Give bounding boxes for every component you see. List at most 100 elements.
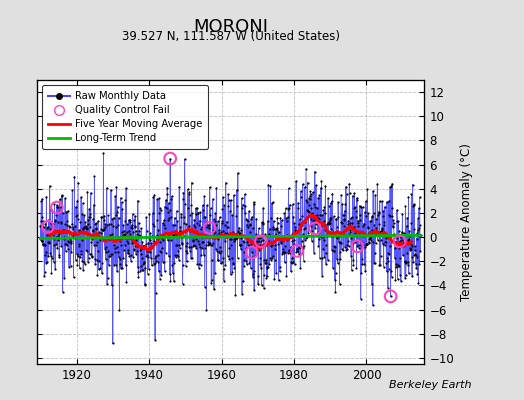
Point [111, 224, 119, 230]
Point [51, 266, 59, 272]
Point [118, 265, 126, 272]
Point [140, 282, 149, 288]
Point [162, 197, 170, 203]
Point [178, 241, 186, 248]
Point [402, 223, 411, 229]
Point [96, 237, 104, 243]
Point [358, 260, 366, 267]
Point [362, 242, 370, 249]
Point [224, 191, 232, 197]
Point [245, 243, 253, 249]
Point [163, 191, 172, 198]
Point [344, 243, 353, 250]
Point [72, 204, 80, 210]
Point [241, 202, 249, 209]
Point [388, 224, 397, 230]
Point [149, 221, 157, 228]
Point [129, 254, 137, 260]
Point [176, 231, 184, 237]
Point [174, 253, 182, 259]
Point [141, 280, 149, 287]
Point [172, 208, 181, 214]
Point [359, 220, 368, 227]
Point [202, 232, 211, 239]
Point [116, 261, 125, 267]
Point [235, 224, 243, 231]
Point [151, 337, 159, 343]
Point [87, 251, 95, 257]
Point [147, 245, 155, 251]
Point [346, 228, 354, 235]
Point [195, 222, 204, 228]
Point [288, 254, 296, 261]
Point [285, 246, 293, 253]
Point [136, 247, 144, 254]
Point [271, 236, 280, 242]
Point [259, 205, 267, 211]
Point [59, 288, 67, 295]
Point [92, 226, 101, 232]
Point [190, 224, 199, 230]
Point [232, 235, 240, 241]
Point [277, 240, 285, 246]
Point [60, 226, 68, 233]
Point [322, 261, 330, 267]
Point [124, 247, 133, 253]
Point [93, 248, 102, 254]
Point [358, 256, 366, 262]
Point [355, 230, 364, 236]
Point [195, 217, 204, 224]
Point [230, 238, 238, 244]
Point [354, 242, 363, 248]
Point [141, 264, 149, 271]
Point [292, 178, 300, 184]
Point [232, 231, 240, 237]
Point [228, 269, 236, 276]
Point [144, 270, 152, 277]
Point [396, 238, 404, 245]
Point [89, 226, 97, 233]
Point [155, 210, 163, 216]
Point [310, 203, 319, 210]
Point [314, 194, 322, 201]
Point [192, 220, 201, 227]
Point [136, 232, 144, 239]
Point [80, 224, 88, 230]
Point [223, 230, 232, 236]
Point [289, 201, 297, 207]
Point [138, 267, 146, 273]
Point [200, 252, 208, 258]
Point [91, 260, 100, 267]
Point [90, 241, 99, 248]
Point [340, 217, 348, 224]
Point [390, 231, 398, 237]
Point [314, 216, 323, 223]
Point [394, 275, 402, 282]
Point [186, 228, 194, 234]
Point [219, 255, 227, 261]
Point [143, 228, 151, 234]
Point [236, 242, 244, 248]
Point [179, 196, 188, 202]
Point [210, 218, 219, 224]
Point [384, 285, 392, 291]
Point [161, 203, 169, 210]
Point [103, 222, 112, 228]
Point [56, 229, 64, 235]
Point [162, 205, 171, 211]
Point [181, 248, 190, 254]
Point [309, 218, 317, 224]
Point [123, 238, 131, 244]
Point [194, 238, 202, 244]
Point [360, 230, 368, 236]
Point [100, 226, 108, 232]
Point [189, 234, 197, 240]
Point [115, 234, 123, 240]
Point [366, 218, 374, 224]
Point [197, 226, 205, 232]
Point [238, 205, 246, 211]
Point [159, 258, 167, 265]
Point [271, 241, 279, 248]
Point [118, 206, 127, 212]
Point [73, 198, 81, 204]
